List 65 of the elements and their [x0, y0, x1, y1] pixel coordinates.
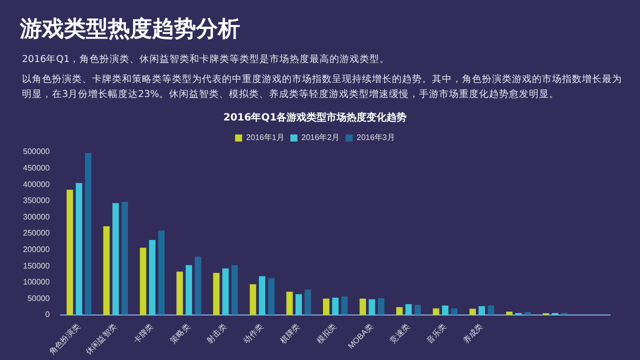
y-tick-label: 100000 — [22, 278, 50, 287]
x-tick-label: 卡牌类 — [132, 322, 156, 346]
bar — [194, 256, 202, 315]
x-tick-label: 养成类 — [461, 322, 485, 346]
bar — [478, 306, 486, 315]
x-tick-label: 动作类 — [242, 322, 266, 346]
bar — [176, 272, 183, 315]
bar — [158, 230, 165, 315]
bar — [368, 299, 376, 315]
bar — [186, 265, 192, 315]
y-tick-label: 300000 — [22, 212, 50, 222]
bar — [66, 190, 74, 315]
bar — [222, 268, 229, 315]
x-tick-label: 策略类 — [168, 322, 192, 346]
bar — [112, 203, 119, 315]
bar — [322, 298, 330, 315]
bar — [268, 278, 274, 315]
legend-label: 2016年3月 — [356, 133, 395, 142]
y-tick-label: 0 — [45, 310, 50, 320]
bar — [442, 305, 448, 315]
bar — [341, 296, 348, 315]
legend-label: 2016年1月 — [246, 133, 284, 142]
bar — [258, 276, 266, 315]
x-tick-label: 音乐类 — [424, 322, 448, 346]
bar — [506, 312, 512, 315]
y-tick-label: 500000 — [22, 147, 50, 156]
chart-title: 游戏类型热度趋势分析 — [20, 16, 240, 44]
y-tick-label: 350000 — [22, 196, 50, 206]
bar — [213, 272, 220, 315]
bar — [140, 248, 146, 315]
text: 以角色扮演类、卡牌类和策略类等类型为代表的中重度游戏的市场指数呈现持续增长的趋势。其中，角色扮演类游戏的市场指数增长最为明显，在3月份增长幅度达23%。休闲益智类、模拟类、养成类等轻度游戏类型增速缓慢，手游市场重度化趋势愈发明显。 — [22, 73, 622, 102]
bar — [469, 308, 476, 315]
legend-label: 2016年2月 — [301, 133, 340, 142]
bar — [296, 294, 302, 315]
y-tick-label: 450000 — [22, 163, 50, 172]
bar — [378, 298, 384, 315]
y-tick-label: 200000 — [22, 244, 50, 254]
bar — [122, 202, 128, 315]
x-tick-label: 射击类 — [205, 322, 228, 346]
bar — [84, 152, 92, 315]
bar — [103, 226, 110, 315]
text: 2016年Q1，角色扮演类、休闲益智类和卡牌类等类型是市场热度最高的游戏类型。 — [22, 53, 391, 67]
bar — [286, 292, 293, 315]
bar — [451, 308, 458, 315]
y-tick-label: 250000 — [22, 228, 50, 238]
y-tick-label: 50000 — [27, 294, 50, 303]
x-tick-label: 竞速类 — [388, 322, 412, 346]
bar — [432, 308, 440, 315]
chart-subtitle: 2016年Q1各游戏类型市场热度变化趋势 — [223, 112, 407, 124]
bar — [76, 182, 82, 315]
bar — [396, 307, 403, 315]
bar — [405, 304, 412, 315]
bar — [250, 284, 256, 315]
x-tick-label: 休闲益智类 — [84, 322, 119, 357]
bar — [149, 240, 156, 315]
y-tick-label: 150000 — [22, 261, 50, 270]
bar — [360, 298, 366, 315]
y-tick-label: 400000 — [22, 180, 50, 189]
x-tick-label: 角色扮演类 — [47, 322, 82, 357]
x-tick-label: 模拟类 — [314, 322, 338, 346]
bar — [332, 298, 339, 315]
bar — [231, 265, 238, 315]
bar — [414, 304, 421, 315]
bar — [304, 290, 312, 315]
x-tick-label: 棋牌类 — [278, 322, 302, 346]
